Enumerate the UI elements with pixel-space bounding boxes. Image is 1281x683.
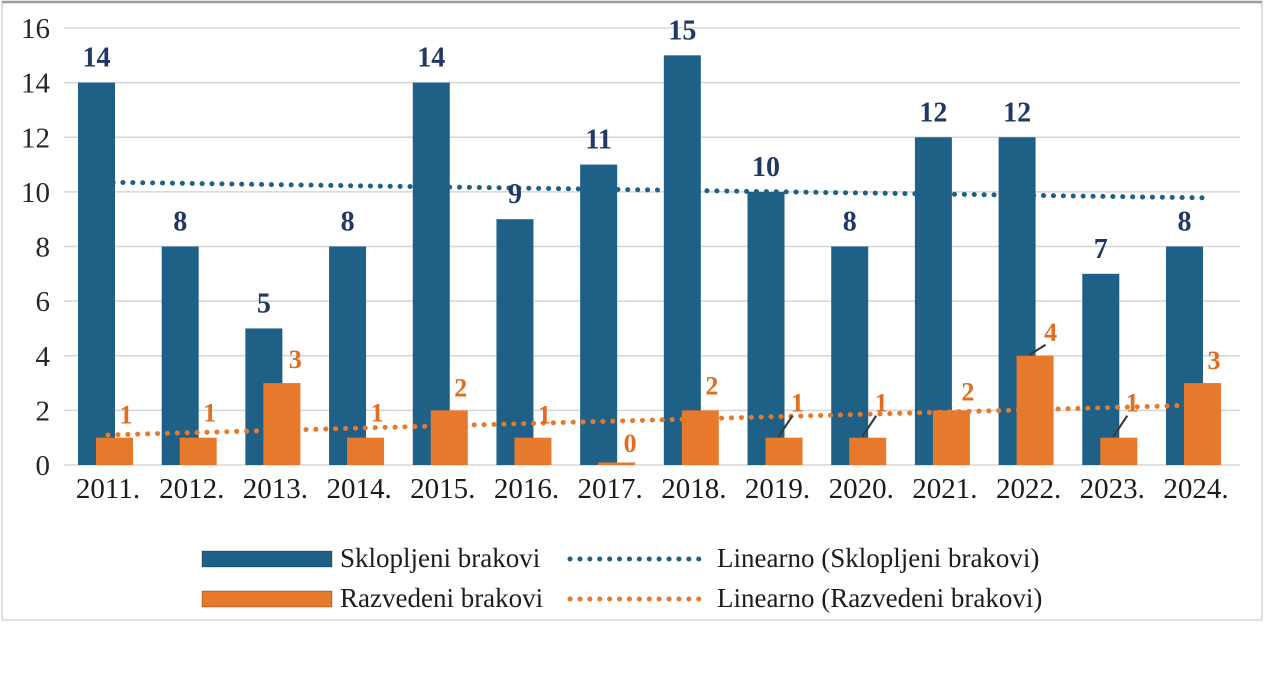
bar-value-label-razvedeni: 1 [875, 389, 888, 418]
bar-value-label-sklopljeni: 9 [508, 179, 522, 210]
x-axis-category-label: 2017. [578, 473, 643, 505]
y-axis-tick-label: 14 [21, 68, 51, 100]
legend-label-linearno-sklopljeni: Linearno (Sklopljeni brakovi) [717, 543, 1039, 573]
bar-razvedeni [96, 437, 133, 465]
bar-razvedeni [1100, 437, 1138, 465]
bar-value-label-razvedeni: 1 [371, 399, 384, 428]
callout-line [777, 415, 794, 438]
bar-value-label-razvedeni: 2 [961, 377, 974, 406]
bar-value-label-sklopljeni: 14 [417, 43, 445, 74]
x-axis-category-label: 2020. [829, 473, 894, 505]
x-axis-category-label: 2019. [745, 473, 810, 505]
legend-label-sklopljeni: Sklopljeni brakovi [340, 543, 540, 573]
bar-sklopljeni [496, 219, 534, 465]
bar-value-label-sklopljeni: 10 [752, 152, 780, 183]
bar-razvedeni [430, 410, 468, 465]
bar-value-label-razvedeni: 1 [120, 401, 133, 430]
x-axis-category-label: 2015. [410, 473, 475, 505]
bar-value-label-razvedeni: 2 [454, 373, 467, 402]
bar-sklopljeni [831, 246, 869, 465]
callout-line [1029, 343, 1047, 356]
bar-value-label-razvedeni: 3 [1207, 346, 1220, 375]
x-axis-category-label: 2011. [76, 473, 140, 505]
bar-sklopljeni [747, 191, 785, 465]
x-axis-category-label: 2022. [996, 473, 1061, 505]
legend-label-razvedeni: Razvedeni brakovi [340, 583, 543, 613]
bar-razvedeni [932, 410, 970, 465]
y-axis-tick-label: 12 [21, 122, 50, 154]
bar-razvedeni [263, 383, 301, 465]
bar-value-label-sklopljeni: 8 [843, 207, 857, 238]
bar-value-label-razvedeni: 2 [705, 371, 718, 400]
legend-swatch-sklopljeni [201, 550, 333, 568]
legend-swatch-razvedeni [201, 590, 333, 608]
bar-value-label-sklopljeni: 8 [341, 207, 355, 238]
y-axis-tick-label: 4 [36, 341, 51, 373]
callout-line [861, 415, 878, 438]
bar-sklopljeni [329, 246, 367, 465]
bar-value-label-razvedeni: 3 [289, 345, 302, 374]
legend-label-linearno-razvedeni: Linearno (Razvedeni brakovi) [717, 583, 1042, 613]
y-axis-tick-label: 6 [36, 286, 51, 318]
bar-razvedeni [765, 437, 803, 465]
trendline-sklopljeni [110, 179, 1211, 201]
bar-value-label-razvedeni: 1 [538, 401, 551, 430]
bar-sklopljeni [1082, 273, 1120, 465]
y-axis-tick-label: 0 [36, 450, 51, 482]
bar-sklopljeni [663, 55, 701, 465]
y-axis-tick-label: 10 [21, 177, 50, 209]
bar-sklopljeni [161, 246, 199, 465]
bar-value-label-razvedeni: 1 [203, 399, 216, 428]
chart-frame [1, 1, 1263, 621]
y-axis-tick-label: 8 [36, 232, 51, 264]
bar-value-label-sklopljeni: 12 [1003, 97, 1031, 128]
bar-razvedeni [598, 462, 636, 465]
bar-value-label-razvedeni: 4 [1044, 318, 1057, 347]
bar-value-label-razvedeni: 0 [624, 429, 637, 458]
bar-sklopljeni [412, 82, 450, 465]
bar-razvedeni [179, 437, 217, 465]
x-axis-category-label: 2013. [243, 473, 308, 505]
bar-sklopljeni [78, 82, 115, 465]
x-axis-category-label: 2021. [912, 473, 977, 505]
bar-value-label-sklopljeni: 8 [1177, 207, 1191, 238]
y-axis-tick-label: 2 [36, 395, 51, 427]
bar-value-label-sklopljeni: 8 [173, 207, 187, 238]
bar-value-label-sklopljeni: 7 [1094, 234, 1108, 265]
bar-razvedeni [347, 437, 385, 465]
y-axis-tick-label: 16 [21, 13, 50, 45]
bar-value-label-razvedeni: 1 [1126, 389, 1139, 418]
callout-line [1112, 415, 1129, 438]
x-axis-category-label: 2023. [1080, 473, 1145, 505]
bar-value-label-sklopljeni: 15 [668, 15, 696, 46]
bar-value-label-sklopljeni: 11 [585, 125, 611, 156]
bar-sklopljeni [580, 164, 618, 465]
bar-value-label-sklopljeni: 14 [83, 43, 111, 74]
bar-value-label-sklopljeni: 5 [257, 288, 271, 319]
x-axis-category-label: 2016. [494, 473, 559, 505]
bar-value-label-razvedeni: 1 [791, 389, 804, 418]
bar-value-label-sklopljeni: 12 [919, 97, 947, 128]
x-axis-category-label: 2018. [661, 473, 726, 505]
bar-razvedeni [514, 437, 552, 465]
bar-razvedeni [849, 437, 887, 465]
x-axis-category-label: 2012. [159, 473, 224, 505]
x-axis-category-label: 2024. [1163, 473, 1228, 505]
x-axis-category-label: 2014. [326, 473, 391, 505]
bar-razvedeni [1183, 383, 1221, 465]
